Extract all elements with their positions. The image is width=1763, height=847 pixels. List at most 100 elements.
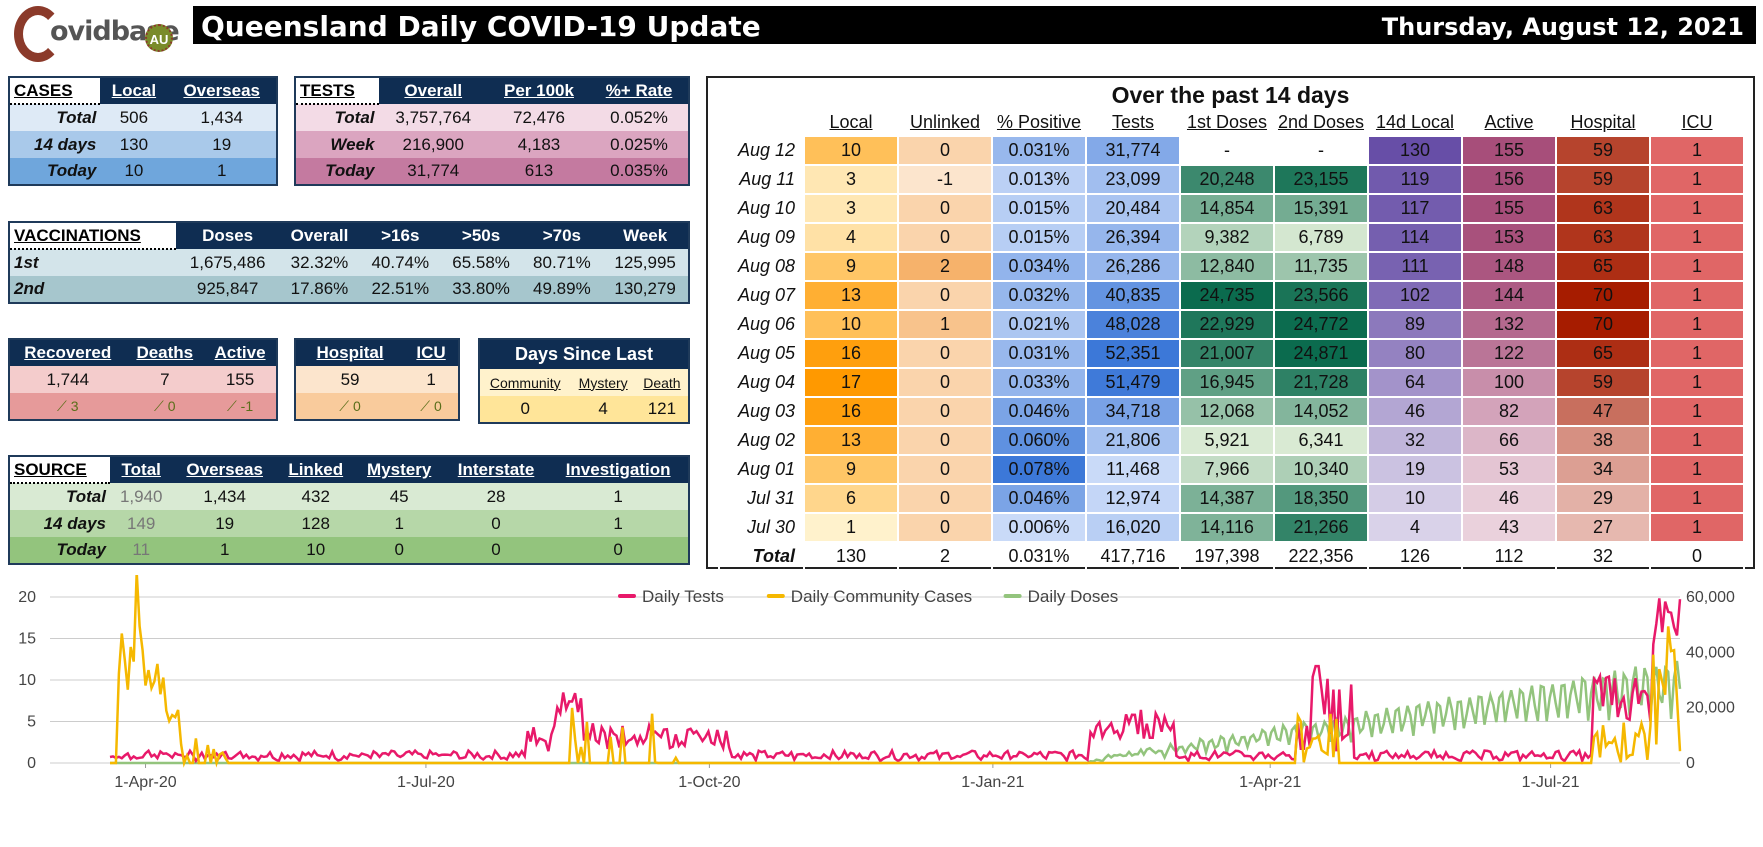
cell: 20,248 xyxy=(1179,164,1275,195)
row-label: Today xyxy=(46,161,97,180)
report-date: Thursday, August 12, 2021 xyxy=(1381,13,1744,41)
cell: 1 xyxy=(1649,425,1745,456)
col: Linked xyxy=(276,456,355,483)
cases-table: CASES Local Overseas Total 506 1,434 14 days… xyxy=(8,76,278,186)
cell: 47 xyxy=(1555,396,1651,427)
cell: 9 xyxy=(803,251,899,282)
cell: 14,116 xyxy=(1179,512,1275,543)
cell: 4 xyxy=(803,222,899,253)
row-date: Aug 02 xyxy=(718,425,805,456)
row-date: Aug 11 xyxy=(718,164,805,195)
hospital-table: Hospital ICU 59 1 ⟋ 0 ⟋ 0 xyxy=(294,338,460,421)
x-tick-label: 1-Apr-20 xyxy=(114,774,176,791)
total-cell: 0.031% xyxy=(991,541,1087,572)
cell: 0.006% xyxy=(991,512,1087,543)
cell: 89 xyxy=(1367,309,1463,340)
y-left-tick: 0 xyxy=(27,755,36,772)
total-cell: 126 xyxy=(1367,541,1463,572)
cell: 216,900 xyxy=(402,134,464,154)
cell: 1 xyxy=(1649,164,1745,195)
series-daily-tests-line xyxy=(109,598,1682,765)
table-row: Aug 10 3 0 0.015% 20,484 14,854 15,391 117 155 63… xyxy=(718,193,1745,224)
total-cell: 417,716 xyxy=(1085,541,1181,572)
cell: 1 xyxy=(1649,193,1745,224)
cell: 65 xyxy=(1555,338,1651,369)
cell: 22,929 xyxy=(1179,309,1275,340)
date-col xyxy=(719,110,804,136)
cell: 12,068 xyxy=(1179,396,1275,427)
cell: 59 xyxy=(1555,135,1651,166)
col-overall: Overall xyxy=(378,77,488,104)
cell: 65.58% xyxy=(452,252,510,272)
cell: 51,479 xyxy=(1085,367,1181,398)
cell: 16 xyxy=(803,338,899,369)
x-tick-label: 1-Oct-20 xyxy=(678,774,740,791)
cell: 1 xyxy=(613,486,623,506)
row-label: Total xyxy=(66,487,106,506)
col--positive: % Positive xyxy=(996,112,1082,132)
cell: 1 xyxy=(1649,251,1745,282)
trend-cell: ⟋ 3 xyxy=(9,393,126,420)
cell: 0.025% xyxy=(610,134,668,154)
cell: 10 xyxy=(803,135,899,166)
cell: 26,286 xyxy=(1085,251,1181,282)
cell: 4 xyxy=(598,399,608,418)
table-row: Aug 07 13 0 0.032% 40,835 24,735 23,566 102 144 7… xyxy=(718,280,1745,311)
cell: 11,468 xyxy=(1085,454,1181,485)
col-icu: ICU xyxy=(1681,112,1713,132)
cell: 46 xyxy=(1367,396,1463,427)
cell: 0.046% xyxy=(991,483,1087,514)
delta: 0 xyxy=(353,397,361,414)
cell: 52,351 xyxy=(1085,338,1181,369)
cell: 2 xyxy=(897,251,993,282)
cell: 14,854 xyxy=(1179,193,1275,224)
page-title: Queensland Daily COVID-19 Update xyxy=(201,10,761,43)
cell: 613 xyxy=(524,161,554,180)
trend-sparkline-icon: ⟋ xyxy=(226,397,237,414)
cell: 16 xyxy=(803,396,899,427)
cell: 0.031% xyxy=(991,338,1087,369)
x-tick-label: 1-Jul-21 xyxy=(1522,774,1580,791)
total-cell: 197,398 xyxy=(1179,541,1275,572)
y-left-tick: 5 xyxy=(27,714,36,731)
cell: 21,728 xyxy=(1273,367,1369,398)
cell: 7 xyxy=(160,369,170,389)
delta: 3 xyxy=(70,397,79,414)
cell: 13 xyxy=(803,280,899,311)
cell: 10 xyxy=(803,309,899,340)
cell: 72,476 xyxy=(512,107,565,127)
row-date: Aug 01 xyxy=(718,454,805,485)
cell: 82 xyxy=(1461,396,1557,427)
cell: 0 xyxy=(897,338,993,369)
past-14-title: Over the past 14 days xyxy=(1111,82,1350,108)
row-date: Jul 30 xyxy=(718,512,805,543)
cell: 1 xyxy=(1649,396,1745,427)
cell: 0 xyxy=(394,540,404,559)
cell: 114 xyxy=(1367,222,1463,253)
cell: 16,020 xyxy=(1085,512,1181,543)
col: >16s xyxy=(359,222,441,249)
table-row: Aug 04 17 0 0.033% 51,479 16,945 21,728 64 100 59… xyxy=(718,367,1745,398)
cell: 122 xyxy=(1461,338,1557,369)
cell: 0.015% xyxy=(991,222,1087,253)
cell: 64 xyxy=(1367,367,1463,398)
table-row: Aug 02 13 0 0.060% 21,806 5,921 6,341 32 66 38 1 xyxy=(718,425,1745,456)
col-hospital: Hospital xyxy=(295,339,405,366)
delta: 0 xyxy=(167,397,176,414)
cell: 3 xyxy=(803,193,899,224)
trend-cell: ⟋ 0 xyxy=(404,393,459,420)
cell: 5,921 xyxy=(1179,425,1275,456)
col: Week xyxy=(602,222,689,249)
cell: 1 xyxy=(216,161,227,180)
source-table: SOURCE Total Overseas Linked Mystery Intersta… xyxy=(8,455,690,565)
trend-cell: ⟋ 0 xyxy=(126,393,205,420)
cell: 125,995 xyxy=(614,252,676,272)
daily-trend-chart: 0 5 10 15 20 0 20,000 40,000 60,000 1-Apr-20 1-Jul… xyxy=(0,572,1763,842)
cell: 0 xyxy=(897,135,993,166)
cell: 1 xyxy=(1649,309,1745,340)
col-active: Active xyxy=(1484,112,1534,132)
cell: 148 xyxy=(1461,251,1557,282)
cell: 156 xyxy=(1461,164,1557,195)
cell: 16,945 xyxy=(1179,367,1275,398)
cell: 0 xyxy=(897,483,993,514)
